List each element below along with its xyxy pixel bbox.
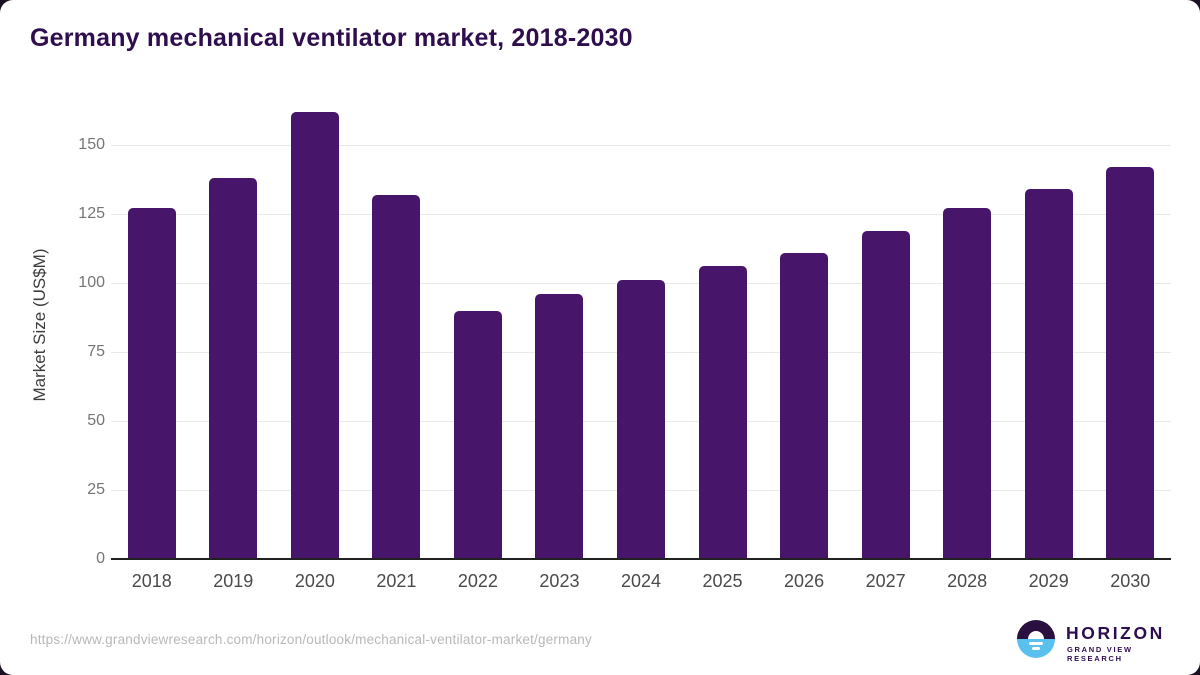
source-url: https://www.grandviewresearch.com/horizo…: [30, 632, 592, 647]
gridline-125: [111, 214, 1171, 215]
x-tick-label-2023: 2023: [539, 571, 580, 591]
horizon-logo: HORIZON GRAND VIEW RESEARCH: [1017, 620, 1167, 663]
gridline-150: [111, 145, 1171, 146]
x-tick-label-2018: 2018: [131, 571, 172, 591]
icon-sun: [1028, 631, 1044, 639]
y-tick-label-150: 150: [78, 136, 105, 153]
icon-reflection-dash: [1032, 647, 1040, 650]
bar-2025: [698, 266, 747, 559]
bar-2026: [780, 252, 829, 559]
y-tick-label-125: 125: [78, 205, 105, 222]
bar-2022: [453, 310, 502, 559]
bar-2019: [209, 178, 258, 559]
y-axis-title: Market Size (US$M): [30, 248, 49, 402]
bar-2028: [943, 208, 992, 559]
logo-brand-text: HORIZON: [1066, 623, 1165, 643]
bar-2021: [372, 194, 421, 559]
x-tick-label-2028: 2028: [947, 571, 988, 591]
x-axis-line: [111, 558, 1171, 560]
x-tick-label-2020: 2020: [294, 571, 335, 591]
x-tick-label-2029: 2029: [1028, 571, 1069, 591]
logo-subbrand-text: GRAND VIEW RESEARCH: [1067, 645, 1133, 663]
horizon-sunset-icon: [1017, 620, 1055, 658]
x-tick-label-2026: 2026: [784, 571, 825, 591]
x-tick-label-2024: 2024: [620, 571, 662, 591]
bar-2023: [535, 294, 584, 559]
bar-2018: [127, 208, 176, 559]
x-tick-label-2030: 2030: [1110, 571, 1151, 591]
x-tick-label-2019: 2019: [213, 571, 254, 591]
y-tick-label-75: 75: [87, 343, 105, 360]
x-tick-label-2027: 2027: [865, 571, 906, 591]
icon-sky-half: [1017, 620, 1055, 639]
bar-2030: [1106, 167, 1155, 559]
y-tick-label-100: 100: [78, 274, 105, 291]
bar-2029: [1024, 189, 1073, 559]
y-tick-label-50: 50: [87, 412, 105, 429]
x-tick-label-2025: 2025: [702, 571, 743, 591]
bar-2020: [290, 111, 339, 559]
icon-reflection-dash: [1029, 642, 1043, 645]
bar-2027: [861, 230, 910, 559]
y-tick-label-25: 25: [87, 481, 105, 498]
x-tick-label-2021: 2021: [376, 571, 417, 591]
y-tick-label-0: 0: [96, 550, 105, 567]
chart-title: Germany mechanical ventilator market, 20…: [30, 24, 633, 52]
bar-2024: [617, 280, 665, 559]
x-tick-label-2022: 2022: [457, 571, 498, 591]
